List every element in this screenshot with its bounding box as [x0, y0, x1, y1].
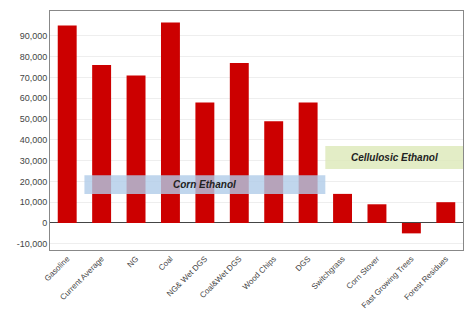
svg-text:Fast Growing Trees: Fast Growing Trees: [360, 254, 416, 310]
svg-text:Corn Ethanol: Corn Ethanol: [173, 179, 236, 190]
svg-text:80,000: 80,000: [20, 52, 48, 62]
svg-text:10,000: 10,000: [20, 197, 48, 207]
svg-text:Gasoline: Gasoline: [43, 254, 72, 283]
svg-text:Coal: Coal: [157, 254, 175, 272]
svg-text:0: 0: [42, 218, 47, 228]
svg-text:Switchgrass: Switchgrass: [310, 254, 347, 291]
svg-text:NG: NG: [125, 254, 140, 269]
svg-text:40,000: 40,000: [20, 135, 48, 145]
svg-text:Corn Stover: Corn Stover: [345, 254, 382, 291]
svg-text:Cellulosic Ethanol: Cellulosic Ethanol: [351, 152, 438, 163]
svg-text:20,000: 20,000: [20, 177, 48, 187]
svg-text:50,000: 50,000: [20, 114, 48, 124]
svg-text:30,000: 30,000: [20, 156, 48, 166]
svg-text:60,000: 60,000: [20, 93, 48, 103]
svg-text:NG& Wet DGS: NG& Wet DGS: [165, 254, 209, 298]
svg-text:DGS: DGS: [294, 254, 313, 273]
svg-text:-10,000: -10,000: [17, 239, 48, 249]
svg-text:Forest Residues: Forest Residues: [402, 254, 450, 302]
svg-text:Wood Chips: Wood Chips: [241, 254, 278, 291]
svg-text:90,000: 90,000: [20, 31, 48, 41]
svg-text:Coal&Wet DGS: Coal&Wet DGS: [198, 254, 244, 300]
svg-text:70,000: 70,000: [20, 73, 48, 83]
svg-text:Current Average: Current Average: [58, 254, 106, 302]
